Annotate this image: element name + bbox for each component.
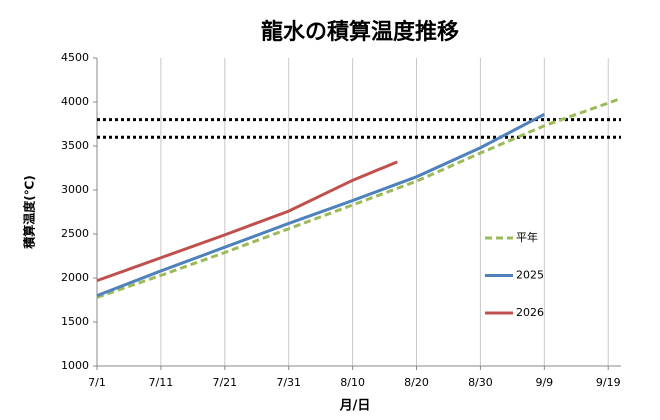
legend-label: 平年 bbox=[516, 230, 538, 244]
x-tick-label: 7/21 bbox=[212, 376, 237, 389]
legend-label: 2025 bbox=[516, 269, 544, 282]
series-line bbox=[96, 112, 546, 297]
x-tick-label: 8/20 bbox=[404, 376, 429, 389]
x-tick-label: 8/10 bbox=[340, 376, 365, 389]
y-tick-label: 3500 bbox=[61, 139, 89, 152]
x-tick-label: 7/1 bbox=[88, 376, 106, 389]
x-tick-label: 7/11 bbox=[149, 376, 174, 389]
y-tick-label: 4500 bbox=[61, 51, 89, 64]
series-line bbox=[96, 160, 398, 283]
y-tick-label: 4000 bbox=[61, 95, 89, 108]
x-tick-label: 9/19 bbox=[596, 376, 621, 389]
y-tick-label: 1500 bbox=[61, 315, 89, 328]
x-tick-label: 8/30 bbox=[468, 376, 493, 389]
chart-title: 龍水の積算温度推移 bbox=[261, 19, 459, 45]
y-tick-label: 3000 bbox=[61, 183, 89, 196]
y-tick-label: 2000 bbox=[61, 271, 89, 284]
y-tick-label: 2500 bbox=[61, 227, 89, 240]
series-line bbox=[96, 97, 622, 299]
y-tick-label: 1000 bbox=[61, 359, 89, 372]
x-tick-label: 9/9 bbox=[535, 376, 553, 389]
legend-label: 2026 bbox=[516, 306, 544, 319]
x-tick-label: 7/31 bbox=[276, 376, 301, 389]
x-axis-label: 月/日 bbox=[339, 399, 371, 414]
y-axis-label: 積算温度(℃) bbox=[22, 175, 37, 250]
